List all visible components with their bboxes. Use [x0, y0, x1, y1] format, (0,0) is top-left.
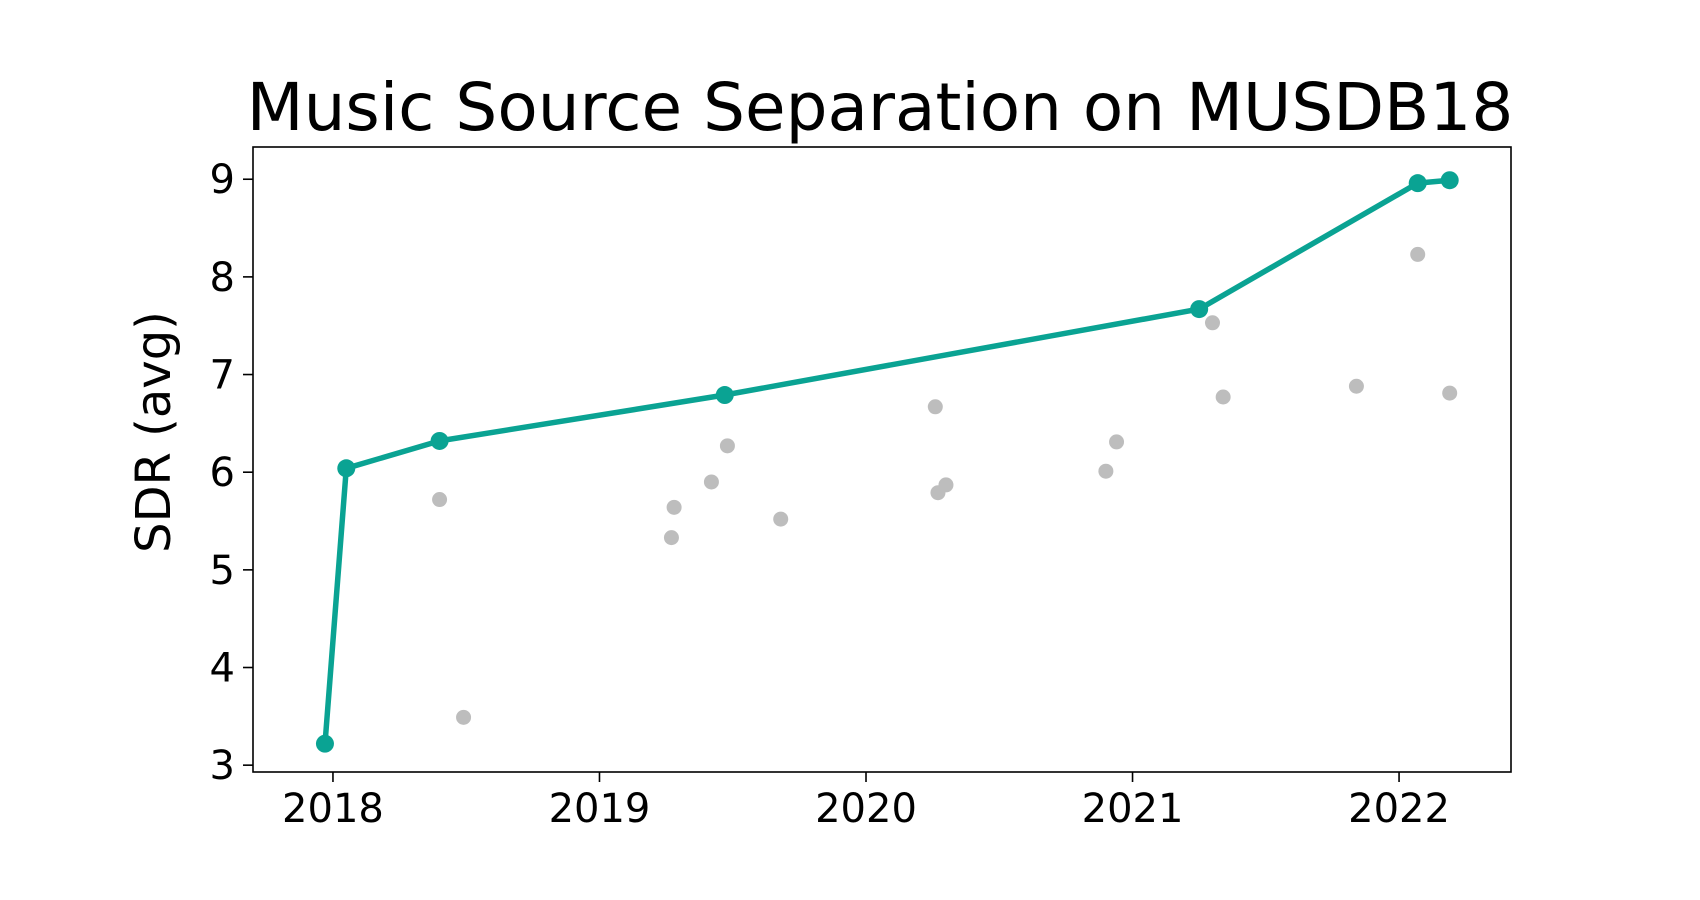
x-tick-label: 2019	[549, 786, 651, 832]
scatter-point	[773, 511, 789, 527]
y-tick-label: 8	[210, 255, 235, 301]
y-tick-label: 7	[210, 353, 235, 399]
plot-area: 2018 2019 2020 2021 2022 3 4 5 6 7 8 9	[210, 146, 1512, 832]
x-tick-label: 2020	[815, 786, 917, 832]
scatter-point	[1215, 389, 1231, 405]
sota-point	[337, 459, 356, 478]
x-tick-label: 2021	[1082, 786, 1184, 832]
sota-point	[430, 431, 449, 450]
sota-point	[315, 734, 334, 753]
scatter-point	[1204, 315, 1220, 331]
y-tick-label: 4	[210, 646, 235, 692]
y-tick-label: 3	[210, 743, 235, 789]
y-tick-label: 5	[210, 548, 235, 594]
scatter-point	[1410, 246, 1426, 262]
scatter-point	[719, 438, 735, 454]
scatter-point	[432, 492, 448, 508]
sota-point	[1440, 171, 1459, 190]
scatter-point	[1442, 385, 1458, 401]
scatter-point	[927, 399, 943, 415]
scatter-point	[1109, 434, 1125, 450]
sota-point	[1190, 300, 1209, 319]
scatter-point	[663, 530, 679, 546]
y-tick-label: 9	[210, 157, 235, 203]
chart-title: Music Source Separation on MUSDB18	[247, 69, 1514, 146]
scatter-point	[666, 499, 682, 515]
y-axis-label: SDR (avg)	[126, 311, 182, 553]
plot-frame	[252, 146, 1512, 773]
y-tick-label: 6	[210, 450, 235, 496]
sota-point	[1408, 174, 1427, 193]
scatter-point	[456, 709, 472, 725]
scatter-point	[938, 477, 954, 493]
scatter-point	[1348, 378, 1364, 394]
sota-line	[322, 177, 1450, 744]
x-tick-label: 2018	[282, 786, 384, 832]
scatter-point	[703, 474, 719, 490]
sota-point	[715, 386, 734, 405]
x-tick-label: 2022	[1348, 786, 1450, 832]
scatter-point	[1098, 463, 1114, 479]
